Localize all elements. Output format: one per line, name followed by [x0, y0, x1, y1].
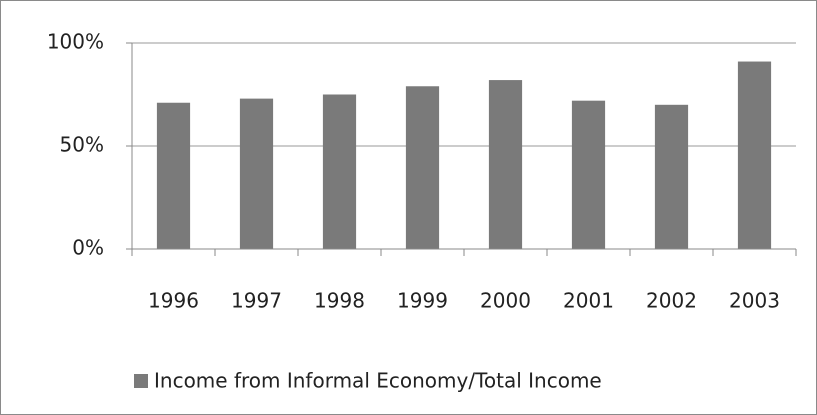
- bar: [571, 100, 606, 250]
- legend-swatch: [134, 374, 148, 388]
- y-tick-label: 50%: [60, 133, 104, 157]
- x-tick-label: 2002: [646, 289, 697, 313]
- x-tick-label: 1998: [314, 289, 365, 313]
- bar: [737, 61, 772, 249]
- bar: [654, 104, 689, 249]
- bar: [156, 102, 191, 250]
- x-tick-label: 1999: [397, 289, 448, 313]
- x-tick-label: 2001: [563, 289, 614, 313]
- bar: [322, 94, 357, 249]
- x-tick-label: 2003: [729, 289, 780, 313]
- x-tick-label: 2000: [480, 289, 531, 313]
- x-tick-label: 1996: [148, 289, 199, 313]
- bar: [239, 98, 274, 250]
- x-tick-label: 1997: [231, 289, 282, 313]
- y-tick-label: 100%: [47, 30, 104, 54]
- bar: [405, 86, 440, 249]
- legend-label: Income from Informal Economy/Total Incom…: [154, 369, 602, 393]
- y-tick-label: 0%: [72, 236, 104, 260]
- bar: [488, 80, 523, 249]
